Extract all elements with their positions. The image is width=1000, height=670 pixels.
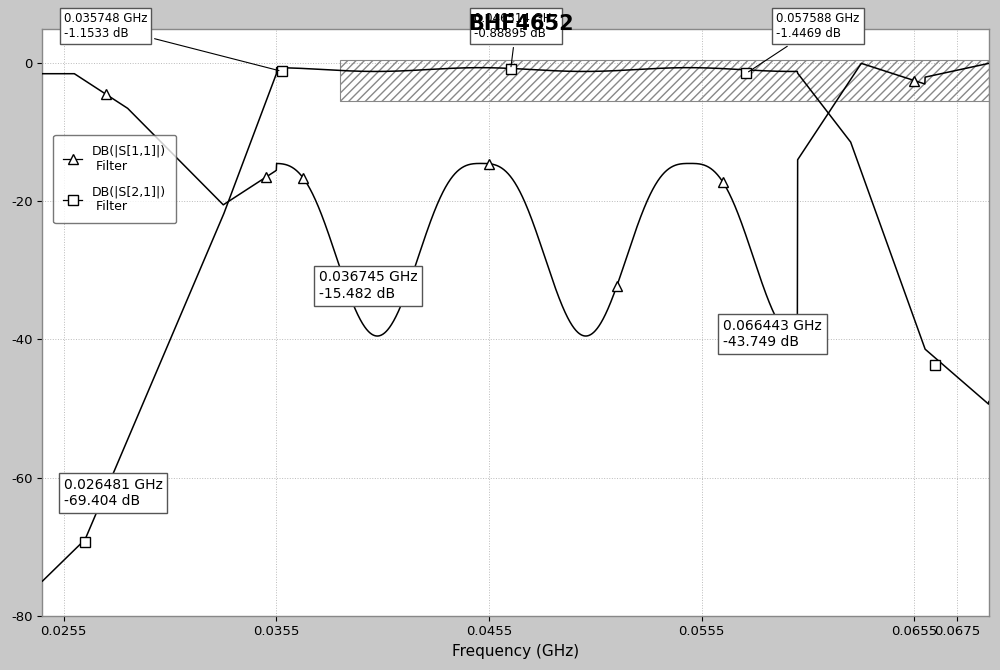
Text: BHF4652: BHF4652	[468, 14, 574, 34]
Legend: DB(|S[1,1]|)
 Filter, DB(|S[2,1]|)
 Filter: DB(|S[1,1]|) Filter, DB(|S[2,1]|) Filter	[53, 135, 176, 223]
Text: 0.036745 GHz
-15.482 dB: 0.036745 GHz -15.482 dB	[319, 271, 418, 301]
Text: 0.066443 GHz
-43.749 dB: 0.066443 GHz -43.749 dB	[723, 319, 822, 349]
Bar	[340, 60, 989, 101]
X-axis label: Frequency (GHz): Frequency (GHz)	[452, 644, 579, 659]
Text: 0.026481 GHz
-69.404 dB: 0.026481 GHz -69.404 dB	[64, 478, 163, 508]
Text: 0.035748 GHz
-1.1533 dB: 0.035748 GHz -1.1533 dB	[64, 12, 279, 70]
Text: 0.046514 GHz
-0.88895 dB: 0.046514 GHz -0.88895 dB	[474, 12, 558, 67]
Text: 0.057588 GHz
-1.4469 dB: 0.057588 GHz -1.4469 dB	[748, 12, 860, 72]
